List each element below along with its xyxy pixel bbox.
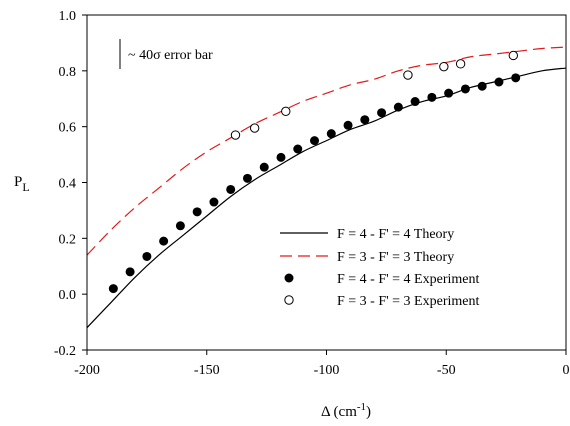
data-point-experiment44: [511, 73, 521, 83]
data-point-experiment44: [142, 251, 152, 261]
y-tick-label: 0.6: [59, 121, 77, 136]
axis-ticks: -200 -150 -100 -50 0 -0.2 0.0 0.2 0.4 0.6 0.8 1.0: [54, 9, 570, 378]
data-point-experiment33: [230, 130, 241, 140]
data-point-experiment44: [108, 284, 118, 294]
y-tick-label: 0.2: [59, 232, 77, 247]
y-tick-label: 1.0: [59, 9, 77, 24]
x-axis-label: Δ (cm-1): [321, 401, 371, 420]
y-tick-label: -0.2: [54, 344, 76, 359]
data-point-experiment44: [125, 267, 135, 277]
x-tick-label: -200: [74, 363, 100, 378]
data-point-experiment33: [455, 59, 466, 69]
plot-frame: [86, 14, 567, 351]
data-point-experiment44: [242, 173, 252, 183]
legend-label-theory44: F = 4 - F' = 4 Theory: [337, 227, 454, 242]
series-line-0: [87, 67, 566, 329]
data-point-experiment33: [249, 123, 260, 133]
legend-marker-experiment44: [284, 273, 294, 283]
data-point-experiment44: [209, 197, 219, 207]
legend: F = 4 - F' = 4 Theory F = 3 - F' = 3 The…: [280, 227, 479, 309]
y-tick-label: 0.0: [59, 288, 77, 303]
data-point-experiment33: [508, 50, 519, 61]
x-tick-label: -150: [194, 363, 220, 378]
data-point-experiment44: [226, 184, 236, 194]
data-point-experiment44: [276, 152, 286, 162]
x-tick-label: 0: [563, 363, 570, 378]
data-point-experiment44: [310, 136, 320, 146]
data-point-experiment44: [293, 144, 303, 154]
error-bar-label: ~ 40σ error bar: [128, 48, 213, 63]
y-axis-label: PL: [14, 174, 30, 194]
data-point-experiment44: [360, 115, 370, 125]
data-point-experiment44: [393, 102, 403, 112]
data-point-experiment44: [259, 162, 269, 172]
y-tick-label: 0.8: [59, 65, 77, 80]
data-point-experiment44: [192, 207, 202, 217]
data-point-experiment33: [439, 61, 449, 72]
x-tick-label: -100: [314, 363, 340, 378]
data-point-experiment44: [159, 236, 169, 246]
plot-area: [87, 46, 566, 329]
data-point-experiment44: [175, 221, 185, 231]
data-point-experiment44: [444, 88, 454, 98]
legend-label-experiment33: F = 3 - F' = 3 Experiment: [337, 294, 479, 309]
series-line-1: [87, 46, 566, 256]
legend-label-theory33: F = 3 - F' = 3 Theory: [337, 250, 454, 265]
legend-marker-experiment33: [284, 295, 294, 305]
y-tick-label: 0.4: [59, 177, 77, 192]
x-tick-label: -50: [437, 363, 456, 378]
data-point-experiment44: [427, 92, 437, 102]
data-point-experiment44: [460, 84, 470, 94]
data-point-experiment44: [494, 77, 504, 87]
data-point-experiment44: [326, 129, 336, 139]
data-point-experiment33: [281, 106, 291, 117]
data-point-experiment44: [477, 81, 487, 91]
data-point-experiment44: [343, 120, 353, 130]
legend-label-experiment44: F = 4 - F' = 4 Experiment: [337, 272, 479, 287]
data-point-experiment33: [403, 70, 413, 80]
data-point-experiment44: [377, 108, 387, 118]
data-point-experiment44: [410, 97, 420, 107]
